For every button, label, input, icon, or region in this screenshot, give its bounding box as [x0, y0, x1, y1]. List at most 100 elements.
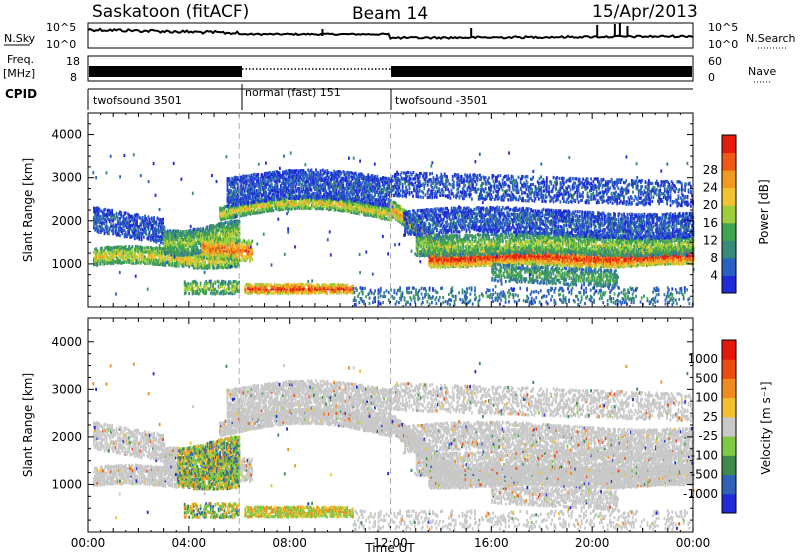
power-cell — [208, 266, 211, 270]
power-cell — [101, 248, 103, 252]
power-cell — [112, 223, 115, 227]
power-cell — [97, 214, 100, 218]
power-cell — [179, 251, 182, 256]
power-cell — [189, 254, 192, 258]
power-cell — [322, 200, 325, 205]
power-cell — [195, 251, 198, 255]
power-cell — [146, 221, 149, 225]
power-cell — [219, 260, 221, 264]
power-cell — [95, 247, 98, 251]
power-cell — [260, 199, 263, 203]
power-cell — [196, 227, 199, 231]
power-cell — [179, 232, 182, 236]
power-cell — [247, 241, 250, 246]
power-cell — [348, 208, 351, 212]
power-cell — [251, 257, 254, 261]
power-cell — [219, 245, 222, 249]
power-cell — [129, 224, 132, 228]
power-cell — [265, 183, 267, 187]
power-cell — [292, 175, 295, 179]
power-cell — [190, 231, 193, 235]
power-cell — [226, 266, 229, 270]
power-cell — [152, 250, 154, 254]
power-cell — [267, 187, 270, 191]
power-cell — [329, 198, 331, 202]
power-cell — [188, 241, 191, 245]
power-cell — [174, 264, 177, 268]
power-cell — [139, 245, 142, 249]
power-cell — [251, 201, 254, 205]
power-cell — [145, 257, 147, 261]
power-cell — [373, 207, 376, 211]
power-cell — [111, 211, 113, 215]
power-cell — [130, 251, 133, 256]
power-cell — [282, 187, 284, 192]
power-cell — [273, 176, 275, 180]
power-cell — [233, 182, 236, 186]
power-cell — [118, 222, 120, 226]
power-cell — [381, 211, 384, 215]
power-cell — [141, 249, 144, 253]
power-cell — [253, 209, 255, 213]
power-cell — [184, 257, 187, 261]
power-cell — [175, 232, 177, 236]
power-cell — [184, 249, 186, 253]
power-cell — [242, 198, 245, 202]
power-cell — [258, 196, 261, 200]
power-cell — [108, 246, 111, 250]
power-cell — [307, 200, 310, 204]
power-cell — [199, 232, 202, 236]
power-cell — [217, 265, 220, 269]
power-cell — [95, 214, 98, 218]
power-cell — [243, 174, 246, 178]
power-cell — [168, 246, 170, 250]
power-cell — [265, 190, 267, 194]
power-cell — [266, 182, 269, 186]
power-cell — [232, 213, 235, 217]
power-cell — [177, 248, 179, 252]
power-cell — [165, 239, 168, 243]
power-cell — [123, 221, 126, 225]
power-cell — [161, 251, 163, 255]
power-cell — [232, 247, 234, 251]
power-cell — [101, 246, 103, 250]
power-cell — [268, 170, 271, 175]
power-cell — [157, 253, 160, 257]
power-cell — [124, 251, 127, 255]
power-cell — [230, 246, 233, 250]
power-cell — [123, 228, 126, 232]
power-cell — [256, 179, 258, 183]
power-cell — [146, 245, 149, 250]
power-cell — [385, 207, 388, 212]
power-cell — [252, 179, 255, 183]
power-cell — [203, 230, 206, 234]
power-cell — [178, 238, 181, 242]
power-cell — [278, 171, 281, 175]
power-cell — [276, 191, 279, 195]
power-cell — [245, 203, 247, 207]
power-cell — [155, 220, 158, 224]
power-cell — [179, 237, 182, 242]
noise-panel-frame — [87, 22, 694, 49]
power-cell — [245, 245, 248, 249]
power-cell — [242, 176, 245, 180]
power-cell — [111, 261, 113, 265]
power-cell — [176, 249, 178, 253]
power-cell — [232, 190, 235, 194]
power-cell — [255, 196, 257, 200]
power-cell — [231, 191, 233, 196]
power-cell — [311, 204, 313, 208]
power-cell — [103, 252, 106, 256]
power-cell — [274, 198, 277, 202]
power-cell — [146, 258, 149, 262]
power-cell — [198, 241, 201, 245]
power-cell — [143, 260, 145, 264]
power-cell — [175, 229, 177, 233]
power-cell — [155, 229, 158, 234]
power-cell — [205, 231, 208, 236]
power-cell — [141, 232, 144, 236]
power-cell — [382, 213, 385, 217]
power-cell — [108, 257, 111, 261]
power-cell — [97, 230, 100, 234]
power-cell — [199, 239, 202, 243]
